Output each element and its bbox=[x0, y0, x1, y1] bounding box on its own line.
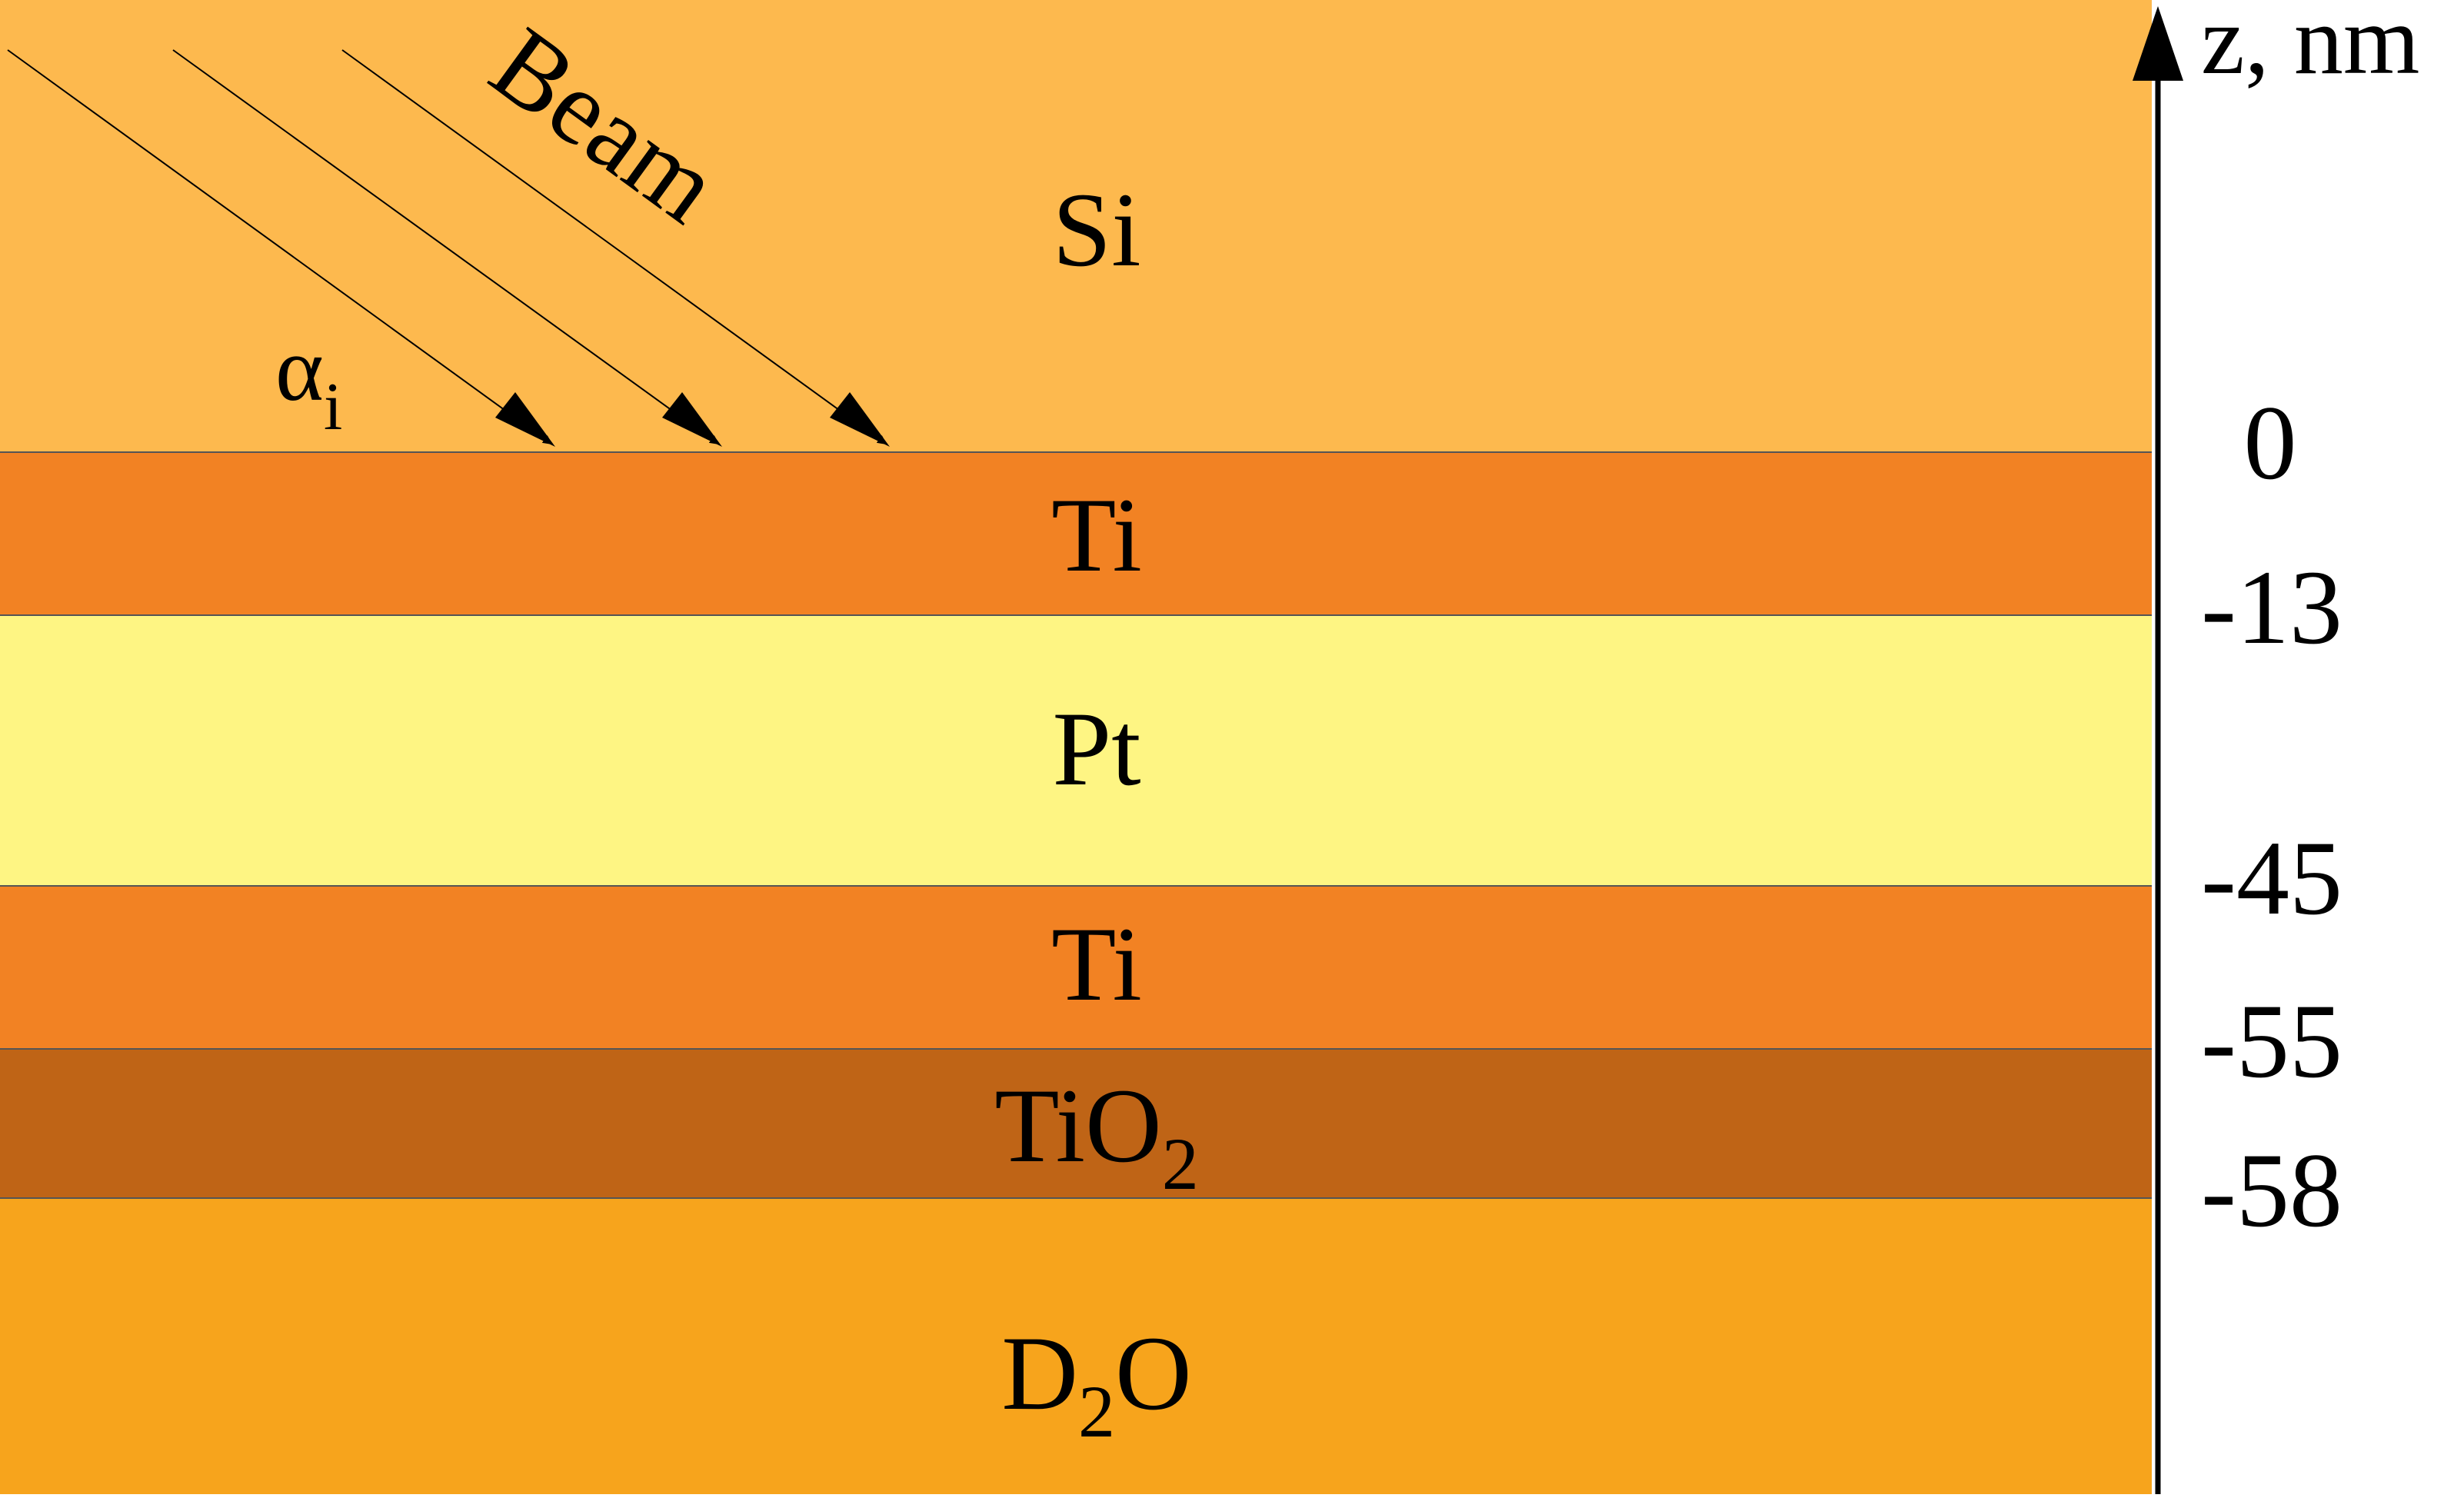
beam-arrowheads bbox=[495, 392, 890, 447]
tick-label: 0 bbox=[2244, 384, 2297, 501]
layer-ti-bottom bbox=[0, 886, 2152, 1049]
layer-si bbox=[0, 0, 2152, 452]
tick-label: -55 bbox=[2201, 982, 2342, 1100]
layer-pt bbox=[0, 615, 2152, 886]
layer-d2o bbox=[0, 1198, 2152, 1494]
interface-lines bbox=[0, 451, 2152, 1199]
z-axis-arrowhead bbox=[2133, 6, 2183, 81]
tick-label: -13 bbox=[2201, 548, 2342, 666]
layer-label-pt: Pt bbox=[1052, 690, 1140, 807]
z-axis-label: z, nm bbox=[2201, 0, 2419, 95]
layer-label-si: Si bbox=[1052, 171, 1140, 288]
beam-ray bbox=[7, 49, 553, 445]
beam-rays bbox=[7, 49, 887, 445]
beam-arrowhead bbox=[830, 392, 890, 447]
tick-label: -45 bbox=[2201, 819, 2342, 937]
layer-label-d2o: D2O bbox=[1001, 1314, 1191, 1453]
angle-label: αi bbox=[275, 318, 342, 444]
layer-label-ti-bottom: Ti bbox=[1051, 905, 1142, 1023]
beam-arrowhead bbox=[495, 392, 555, 447]
beam-arrowhead bbox=[662, 392, 722, 447]
beam-ray bbox=[172, 49, 720, 445]
layer-label-tio2: TiO2 bbox=[994, 1067, 1198, 1205]
beam-ray bbox=[341, 49, 887, 445]
layer-ti-top bbox=[0, 452, 2152, 615]
layer-tio2 bbox=[0, 1049, 2152, 1198]
tick-label: -58 bbox=[2201, 1131, 2342, 1249]
layer-label-ti-top: Ti bbox=[1051, 476, 1142, 594]
